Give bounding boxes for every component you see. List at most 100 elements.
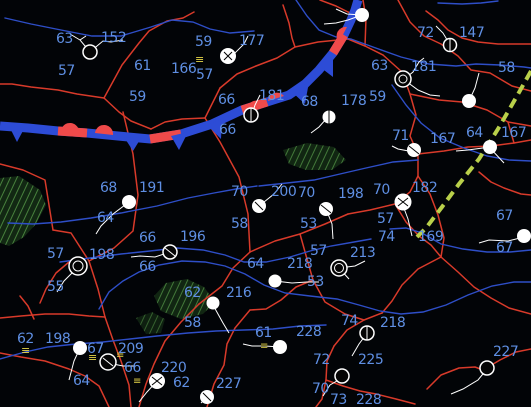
station-marker (394, 70, 412, 88)
station-marker (334, 368, 350, 384)
station-dew: 67 (496, 240, 513, 256)
station-labels: 63 57 152 61 59 166 59 57 177 66 66 181 … (17, 25, 527, 407)
boundary-line (206, 309, 251, 407)
station-marker (273, 340, 287, 354)
station-pressure: 166 (171, 61, 197, 77)
boundary-line (325, 379, 416, 405)
boundary-line (249, 279, 314, 311)
weather-symbols: ≡ ≡ ≡ ≡ ≡ ≡ (21, 53, 268, 387)
isobar (98, 260, 531, 315)
station-pressure: 225 (358, 352, 383, 368)
boundary-line (417, 139, 531, 155)
isobar (389, 227, 531, 253)
wind-barb (242, 343, 281, 348)
station-marker (330, 259, 348, 277)
boundary-line (150, 117, 206, 130)
boundary-line (426, 366, 484, 390)
boundary-line (52, 229, 90, 262)
front-cold-barb (9, 126, 25, 142)
boundary-line (440, 256, 531, 315)
boundary-line (198, 251, 251, 305)
station-dew: 66 (139, 259, 156, 275)
station-temp: 67 (496, 208, 513, 224)
wind-barb (212, 304, 230, 334)
station-dew: 64 (97, 210, 114, 226)
station-marker (359, 325, 375, 341)
wind-barb (90, 39, 124, 52)
station-temp: 66 (124, 360, 141, 376)
station-marker (322, 110, 336, 124)
front-cold-barb (171, 132, 188, 150)
station-pressure: 218 (287, 256, 312, 272)
boundary-line (0, 313, 106, 319)
station-pressure: 181 (411, 59, 436, 75)
isobar (59, 238, 372, 263)
station-marker (268, 274, 282, 288)
station-temp: 70 (231, 184, 248, 200)
station-temp: 64 (247, 256, 264, 272)
station-marker (462, 94, 476, 108)
station-pressure: 198 (338, 186, 363, 202)
station-pressure: 227 (216, 376, 241, 392)
station-pressure: 209 (118, 341, 143, 357)
station-dew: 59 (369, 89, 386, 105)
front-cold-barb (124, 137, 141, 151)
boundary-line (425, 10, 531, 45)
isobar (0, 324, 327, 360)
station-pressure: 182 (412, 180, 437, 196)
station-temp: 74 (378, 229, 395, 245)
station-marker (200, 390, 214, 404)
boundary-line (19, 295, 35, 320)
station-dew: 53 (307, 274, 324, 290)
front-warm-dome (268, 92, 284, 101)
station-pressure: 216 (226, 285, 252, 301)
wind-barb (95, 201, 130, 235)
boundary-line (507, 121, 515, 144)
station-temp: 70 (298, 185, 315, 201)
station-pressure: 213 (350, 245, 375, 261)
boundary-line (0, 163, 54, 231)
station-pressure: 227 (493, 344, 518, 360)
station-pressure: 147 (459, 25, 484, 41)
station-pressure: 228 (296, 324, 321, 340)
boundary-line (0, 83, 105, 99)
station-marker (394, 193, 412, 211)
station-pressure: 196 (180, 229, 206, 245)
boundary-line (282, 4, 296, 48)
station-marker (99, 353, 117, 371)
precip-area-left (0, 176, 46, 246)
station-temp: 62 (173, 375, 190, 391)
wind-barb (323, 14, 363, 25)
fog-symbol: ≡ (116, 350, 124, 361)
wind-barb (450, 368, 488, 395)
station-marker (355, 8, 369, 22)
station-marker (243, 107, 259, 123)
station-dew: 57 (377, 211, 394, 227)
fog-symbol: ≡ (88, 351, 97, 364)
station-marker (479, 360, 495, 376)
trough-line (413, 70, 531, 241)
isobar (295, 0, 531, 69)
station-temp: 68 (301, 94, 318, 110)
wind-barb (455, 146, 491, 152)
boundary-line (88, 260, 106, 318)
wind-barb (274, 280, 319, 284)
boundary-line (39, 261, 70, 304)
station-temp: 62 (184, 285, 201, 301)
station-pressure: 200 (271, 184, 296, 200)
station-temp: 63 (371, 58, 388, 74)
station-temp: 74 (341, 313, 358, 329)
isobar (258, 159, 419, 187)
station-pressure: 178 (341, 93, 366, 109)
station-dew: 73 (330, 392, 347, 407)
isobar (437, 0, 499, 5)
boundary-line (103, 97, 152, 130)
boundary-line (204, 87, 221, 119)
fog-symbol: ≡ (21, 344, 30, 357)
wind-barb (130, 251, 171, 258)
station-temp: 57 (310, 243, 327, 259)
station-temp: 71 (392, 128, 409, 144)
station-pressure: 177 (239, 33, 264, 49)
fog-symbol: ≡ (133, 376, 141, 387)
